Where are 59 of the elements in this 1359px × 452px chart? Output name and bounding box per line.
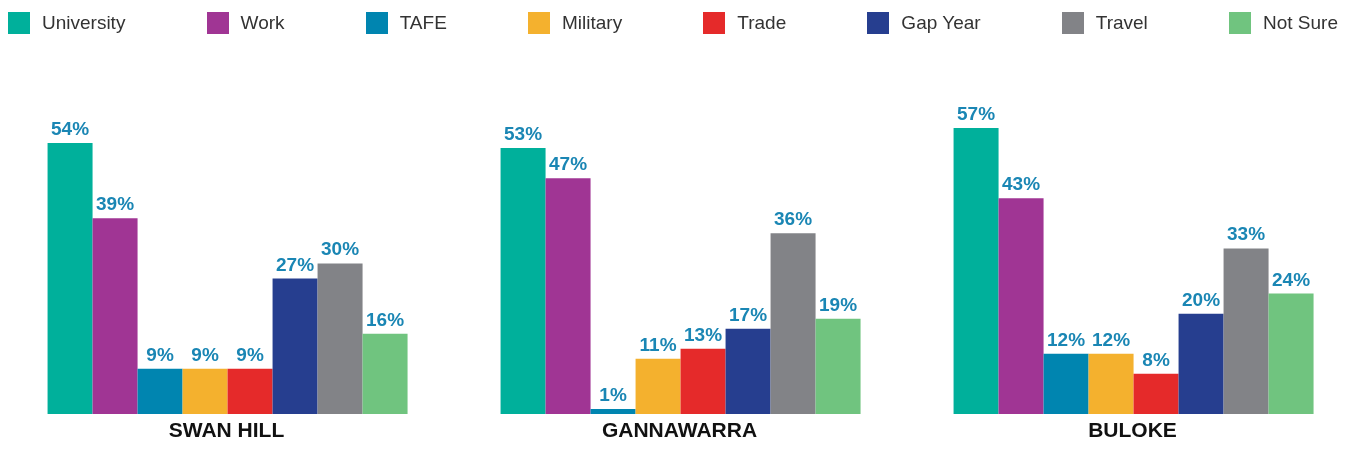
bar [182, 368, 228, 414]
bar [1088, 353, 1134, 414]
data-label: 33% [1227, 223, 1266, 245]
bar [1133, 373, 1179, 414]
bar [725, 328, 771, 414]
data-label: 12% [1047, 328, 1086, 350]
data-label: 43% [1002, 173, 1041, 195]
data-label: 12% [1092, 328, 1131, 350]
data-label: 20% [1182, 288, 1221, 310]
legend-label: Military [561, 12, 623, 34]
legend-label: Not Sure [1262, 12, 1338, 34]
legend-label: Work [240, 12, 285, 34]
bar [47, 143, 93, 414]
legend-label: Gap Year [901, 12, 981, 34]
bar [92, 218, 138, 414]
x-tick-label: SWAN HILL [168, 417, 285, 441]
data-label: 11% [639, 333, 677, 355]
data-label: 19% [819, 293, 858, 315]
data-label: 54% [51, 118, 90, 140]
bar [545, 178, 591, 414]
data-label: 8% [1142, 348, 1170, 370]
bar [362, 333, 408, 414]
bar [317, 263, 363, 414]
data-label: 9% [191, 343, 219, 365]
data-label: 39% [96, 193, 135, 215]
bar [137, 368, 183, 414]
data-label: 36% [774, 208, 813, 230]
bar [1178, 313, 1224, 414]
bar [815, 318, 861, 414]
data-label: 24% [1272, 268, 1311, 290]
bar [998, 198, 1044, 414]
data-label: 9% [146, 343, 174, 365]
data-label: 13% [684, 323, 723, 345]
data-label: 17% [729, 303, 768, 325]
data-label: 57% [957, 103, 996, 124]
bar [953, 128, 999, 414]
data-label: 47% [549, 153, 588, 175]
legend-label: University [42, 12, 126, 34]
bar [1223, 248, 1269, 414]
legend-label: Trade [737, 12, 787, 34]
legend-label: TAFE [399, 12, 447, 34]
bar [680, 348, 726, 414]
bar [770, 233, 816, 414]
bar [1268, 293, 1314, 414]
bar [590, 408, 636, 414]
bar [272, 278, 318, 414]
bar [635, 358, 681, 414]
data-label: 1% [599, 383, 627, 405]
data-label: 9% [236, 343, 264, 365]
data-label: 16% [366, 308, 405, 330]
bar [500, 148, 546, 414]
data-label: 27% [276, 253, 315, 275]
x-tick-label: BULOKE [1088, 417, 1177, 441]
bar [1043, 353, 1089, 414]
data-label: 30% [321, 238, 360, 260]
legend-label: Travel [1095, 12, 1148, 34]
data-label: 53% [504, 123, 543, 145]
x-tick-label: GANNAWARRA [601, 417, 758, 441]
bar [227, 368, 273, 414]
